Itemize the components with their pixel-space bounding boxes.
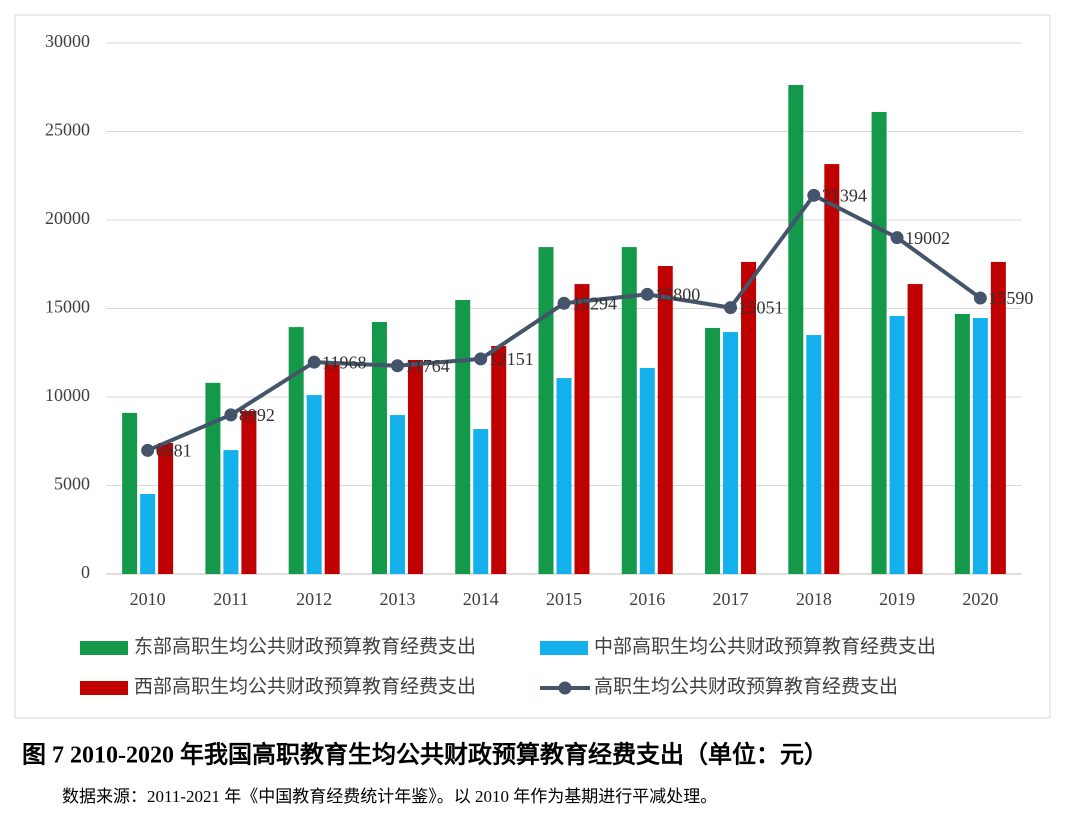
source: 数据来源：2011-2021 年《中国教育经费统计年鉴》。以 2010 年作为基… [62, 787, 717, 806]
data-label: 15800 [655, 284, 700, 304]
bar [889, 315, 905, 574]
line-marker [973, 291, 987, 305]
bar [122, 412, 138, 574]
bar [407, 360, 423, 574]
bar [657, 266, 673, 574]
bar [954, 313, 970, 574]
bar [288, 327, 304, 574]
x-tick-label: 2018 [796, 589, 832, 609]
bar [556, 378, 572, 574]
x-tick-label: 2016 [629, 589, 665, 609]
bar [574, 284, 590, 574]
x-tick-label: 2015 [546, 589, 582, 609]
legend-label: 东部高职生均公共财政预算教育经费支出 [134, 635, 476, 657]
bar [491, 346, 507, 574]
legend-label: 中部高职生均公共财政预算教育经费支出 [594, 635, 936, 657]
y-tick-label: 30000 [45, 31, 90, 51]
bar [306, 395, 322, 574]
data-label: 8992 [239, 405, 275, 425]
caption: 图 7 2010-2020 年我国高职教育生均公共财政预算教育经费支出（单位：元… [22, 741, 828, 769]
bar [205, 382, 221, 574]
bar [389, 415, 405, 574]
legend-swatch [80, 641, 128, 655]
bar [223, 450, 239, 574]
y-tick-label: 25000 [45, 120, 90, 140]
data-label: 21394 [822, 185, 867, 205]
data-label: 11764 [405, 356, 449, 376]
data-label: 15294 [572, 293, 617, 313]
data-label: 15051 [739, 298, 784, 318]
legend-swatch [80, 681, 128, 695]
x-tick-label: 2013 [379, 589, 415, 609]
bar [806, 335, 822, 574]
bar [723, 332, 739, 574]
x-tick-label: 2012 [296, 589, 332, 609]
bar [473, 429, 489, 574]
y-tick-label: 5000 [54, 474, 90, 494]
bar [741, 261, 757, 574]
y-tick-label: 15000 [45, 297, 90, 317]
data-label: 11968 [322, 352, 366, 372]
bar [158, 443, 174, 574]
bar [907, 284, 923, 574]
bar [705, 327, 721, 574]
line-marker [807, 188, 821, 202]
x-tick-label: 2011 [213, 589, 248, 609]
line-marker [141, 443, 155, 457]
bar [824, 164, 840, 574]
x-tick-label: 2017 [713, 589, 749, 609]
legend-label: 西部高职生均公共财政预算教育经费支出 [134, 675, 476, 697]
bar [538, 247, 554, 574]
line-marker [390, 359, 404, 373]
x-tick-label: 2014 [463, 589, 499, 609]
line-marker [474, 352, 488, 366]
bar [972, 318, 988, 574]
legend-swatch [558, 681, 572, 695]
bar [324, 364, 340, 574]
line-marker [557, 296, 571, 310]
bar [371, 321, 387, 574]
line-marker [640, 287, 654, 301]
y-tick-label: 0 [81, 562, 90, 582]
x-tick-label: 2020 [962, 589, 998, 609]
line-marker [307, 355, 321, 369]
data-label: 6981 [156, 441, 192, 461]
x-tick-label: 2010 [130, 589, 166, 609]
legend-label: 高职生均公共财政预算教育经费支出 [594, 675, 898, 697]
bar [788, 84, 804, 574]
bar [871, 112, 887, 574]
bar [990, 261, 1006, 574]
data-label: 19002 [905, 228, 950, 248]
line-marker [224, 408, 238, 422]
bar [140, 493, 156, 574]
x-tick-label: 2019 [879, 589, 915, 609]
bar [455, 300, 471, 574]
bar [639, 367, 655, 574]
bar [621, 247, 637, 574]
legend-swatch [540, 641, 588, 655]
data-label: 15590 [988, 288, 1033, 308]
y-tick-label: 10000 [45, 385, 90, 405]
data-label: 12151 [489, 349, 534, 369]
line-marker [890, 231, 904, 245]
line-marker [724, 301, 738, 315]
y-tick-label: 20000 [45, 208, 90, 228]
bar [241, 410, 257, 574]
